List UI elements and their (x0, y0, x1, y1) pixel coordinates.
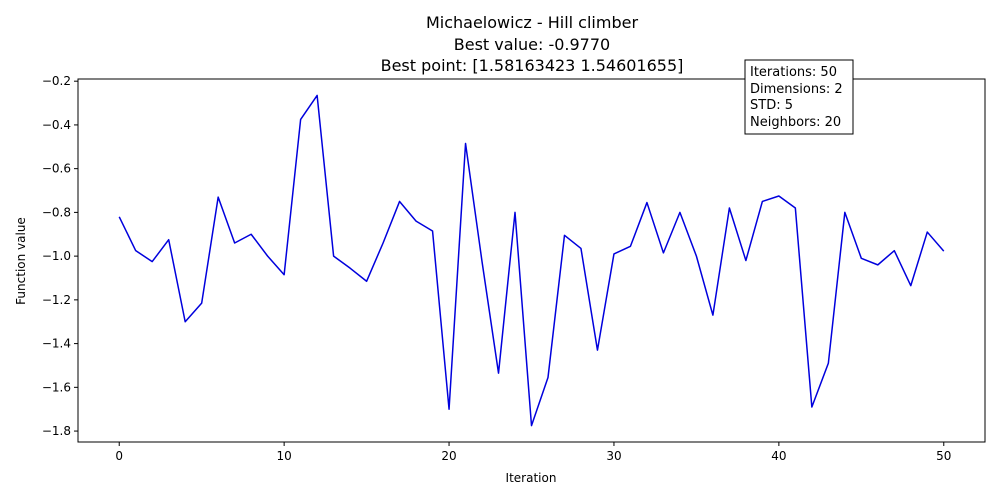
y-axis: −1.8 −1.6 −1.4 −1.2 −1.0 −0.8 −0.6 −0.4 −0.2 (42, 74, 78, 438)
info-std: STD: 5 (750, 98, 793, 113)
title-line-3: Best point: [1.58163423 1.54601655] (381, 56, 684, 75)
chart-title: Michaelowicz - Hill climber Best value: … (381, 13, 684, 75)
y-tick-label: −1.8 (42, 424, 71, 438)
title-line-1: Michaelowicz - Hill climber (426, 13, 638, 32)
plot-frame (77, 78, 986, 443)
info-box: Iterations: 50 Dimensions: 2 STD: 5 Neig… (744, 59, 854, 135)
x-tick-label: 20 (441, 449, 456, 463)
info-iterations: Iterations: 50 (750, 65, 837, 80)
y-tick-label: −1.4 (42, 337, 71, 351)
x-axis: 0 10 20 30 40 50 (115, 442, 951, 463)
x-tick-label: 10 (276, 449, 291, 463)
y-tick-label: −0.4 (42, 118, 71, 132)
x-tick-label: 50 (936, 449, 951, 463)
y-axis-label: Function value (14, 217, 28, 305)
info-dimensions: Dimensions: 2 (750, 82, 843, 97)
y-tick-label: −1.2 (42, 293, 71, 307)
series-layer (118, 94, 945, 427)
x-tick-label: 30 (606, 449, 621, 463)
y-tick-label: −0.6 (42, 162, 71, 176)
y-tick-label: −0.8 (42, 205, 71, 219)
title-line-2: Best value: -0.9770 (454, 35, 610, 54)
series-line-0 (118, 94, 945, 427)
info-neighbors: Neighbors: 20 (750, 115, 841, 130)
x-tick-label: 40 (771, 449, 786, 463)
info-box-frame (744, 59, 854, 135)
x-tick-label: 0 (115, 449, 123, 463)
y-tick-label: −0.2 (42, 74, 71, 88)
x-axis-label: Iteration (506, 471, 557, 485)
y-tick-label: −1.0 (42, 249, 71, 263)
y-tick-label: −1.6 (42, 380, 71, 394)
